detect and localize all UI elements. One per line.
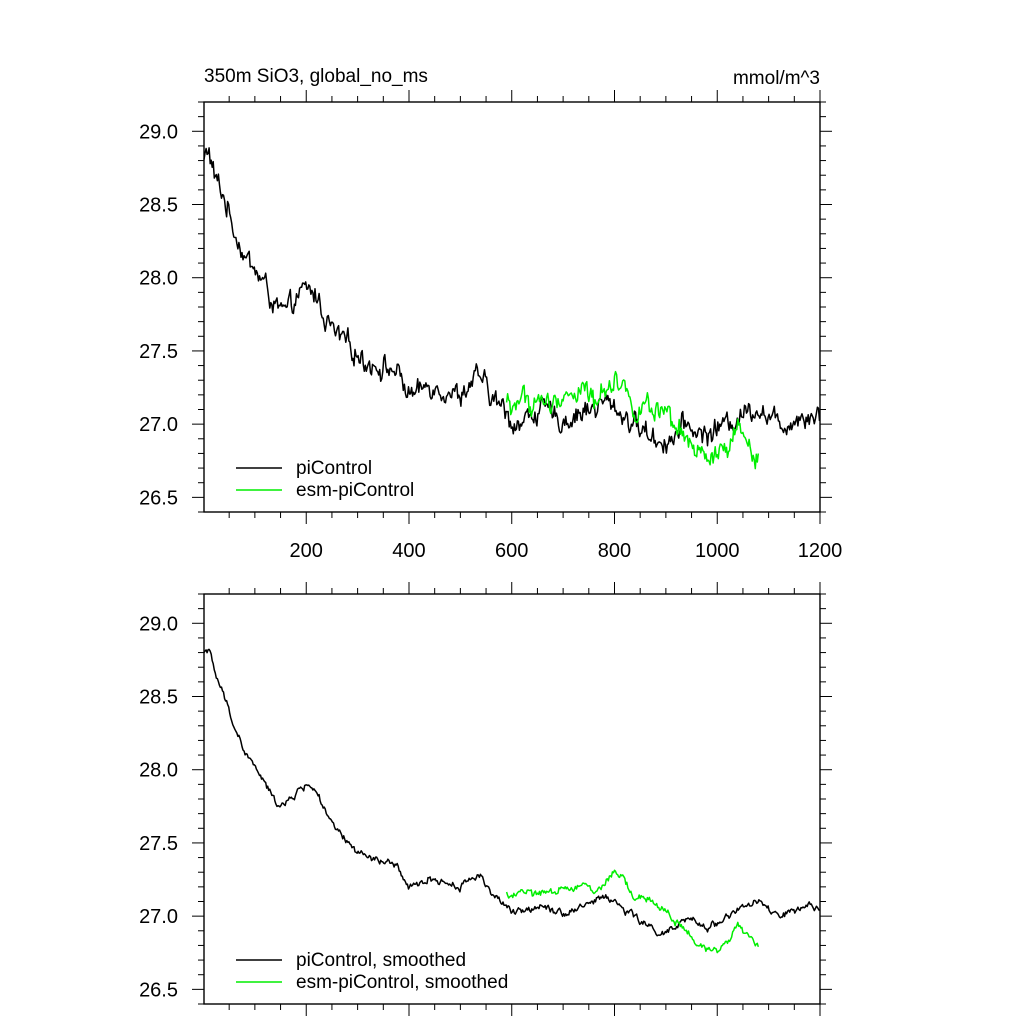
top-panel: 26.5 27.0 27.5 28.0 28.5 29.0 200 400 600 800 1000… (139, 90, 842, 562)
y-tick-label: 29.0 (139, 613, 178, 635)
series-line-esm-picontrol-smoothed (505, 869, 760, 954)
bottom-panel: 26.5 27.0 27.5 28.0 28.5 29.0 piControl, smoot… (139, 582, 832, 1016)
x-tick-label: 200 (290, 540, 323, 562)
y-tick-label: 29.0 (139, 121, 178, 143)
y-tick-label: 28.0 (139, 268, 178, 290)
x-tick-label: 800 (598, 540, 631, 562)
x-tick-label: 600 (495, 540, 528, 562)
series-line-esm-picontrol (505, 370, 760, 470)
legend-label: piControl (296, 458, 372, 479)
legend-label: esm-piControl, smoothed (296, 972, 508, 993)
y-tick-label: 27.0 (139, 414, 178, 436)
y-tick-label: 26.5 (139, 487, 178, 509)
y-tick-label: 27.5 (139, 833, 178, 855)
legend-label: piControl, smoothed (296, 950, 466, 971)
y-tick-label: 28.5 (139, 195, 178, 217)
series-line-picontrol-smoothed (203, 648, 821, 937)
y-tick-label: 27.0 (139, 906, 178, 928)
y-tick-label: 27.5 (139, 341, 178, 363)
y-tick-label: 26.5 (139, 979, 178, 1001)
legend-label: esm-piControl (296, 480, 414, 501)
y-tick-label: 28.5 (139, 687, 178, 709)
figure-title: 350m SiO3, global_no_ms (204, 66, 428, 87)
x-tick-label: 1000 (695, 540, 740, 562)
units-label: mmol/m^3 (733, 68, 820, 89)
series-line-picontrol (203, 147, 821, 454)
y-tick-label: 28.0 (139, 760, 178, 782)
x-tick-label: 400 (392, 540, 425, 562)
x-tick-label: 1200 (798, 540, 843, 562)
